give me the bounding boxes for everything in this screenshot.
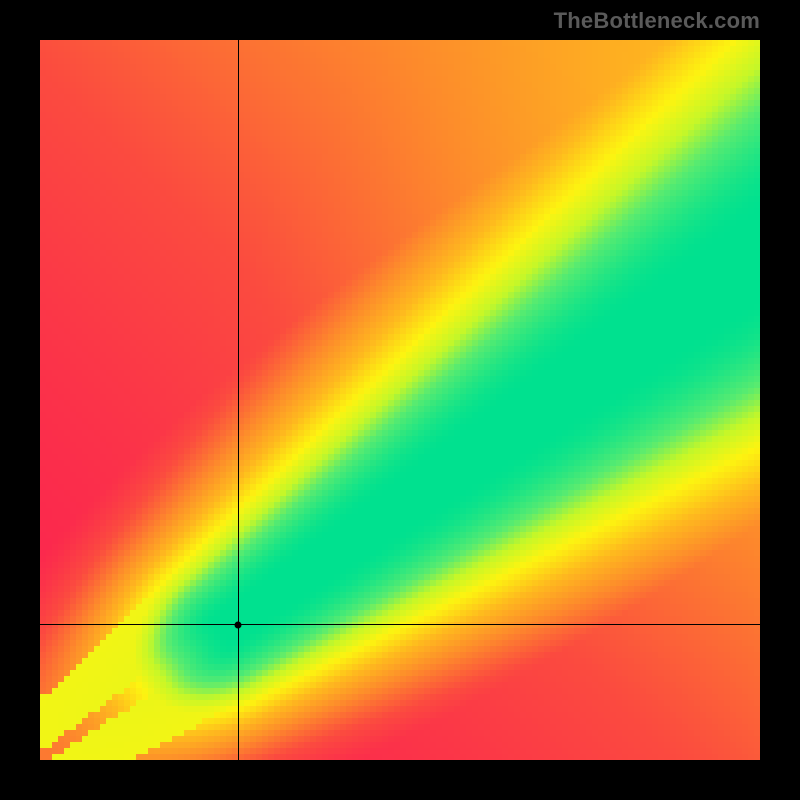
source-watermark: TheBottleneck.com — [554, 8, 760, 34]
crosshair-marker-dot — [235, 621, 242, 628]
crosshair-vertical-line — [238, 40, 239, 760]
bottleneck-heatmap — [40, 40, 760, 760]
chart-container: TheBottleneck.com — [0, 0, 800, 800]
crosshair-horizontal-line — [40, 624, 760, 625]
